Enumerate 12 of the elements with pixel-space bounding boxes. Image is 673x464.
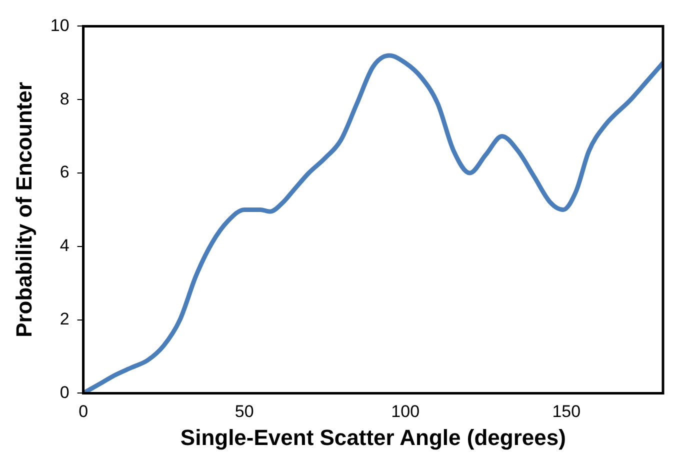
x-axis-title: Single-Event Scatter Angle (degrees)	[180, 424, 566, 450]
y-tick-label: 10	[50, 16, 70, 35]
y-tick-label: 4	[60, 236, 70, 256]
y-tick-label: 6	[60, 162, 70, 182]
y-tick-label: 2	[60, 309, 70, 328]
y-axis-title: Probability of Encounter	[11, 82, 36, 338]
y-tick-label: 0	[60, 382, 70, 402]
x-tick-label: 150	[552, 402, 581, 422]
y-tick-label: 8	[60, 89, 70, 108]
x-tick-label: 50	[234, 402, 254, 422]
x-tick-label: 100	[391, 402, 420, 422]
x-tick-label: 0	[78, 402, 88, 422]
